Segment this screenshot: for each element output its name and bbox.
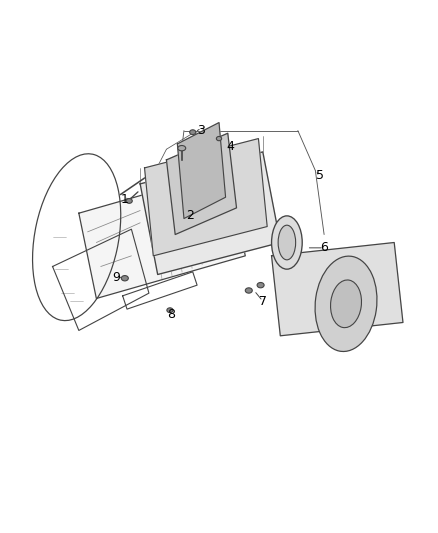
Ellipse shape: [278, 225, 296, 260]
Text: 1: 1: [121, 193, 129, 206]
Ellipse shape: [121, 276, 128, 281]
Text: 7: 7: [259, 295, 267, 308]
Ellipse shape: [245, 288, 252, 293]
Ellipse shape: [167, 308, 173, 312]
Ellipse shape: [178, 146, 186, 151]
Ellipse shape: [216, 136, 222, 141]
Ellipse shape: [315, 256, 377, 351]
Ellipse shape: [257, 282, 264, 288]
Text: 4: 4: [226, 140, 234, 153]
Text: 6: 6: [320, 241, 328, 254]
Text: 3: 3: [198, 124, 205, 137]
Polygon shape: [166, 133, 237, 235]
Ellipse shape: [272, 216, 302, 269]
Ellipse shape: [190, 130, 196, 135]
Text: 5: 5: [316, 169, 324, 182]
Ellipse shape: [331, 280, 361, 328]
Polygon shape: [79, 171, 245, 298]
Polygon shape: [272, 243, 403, 336]
Ellipse shape: [126, 198, 132, 204]
Text: 9: 9: [112, 271, 120, 284]
Polygon shape: [140, 152, 280, 274]
Text: 2: 2: [187, 209, 194, 222]
Polygon shape: [145, 139, 267, 256]
Polygon shape: [177, 123, 226, 219]
Text: 8: 8: [167, 308, 175, 321]
